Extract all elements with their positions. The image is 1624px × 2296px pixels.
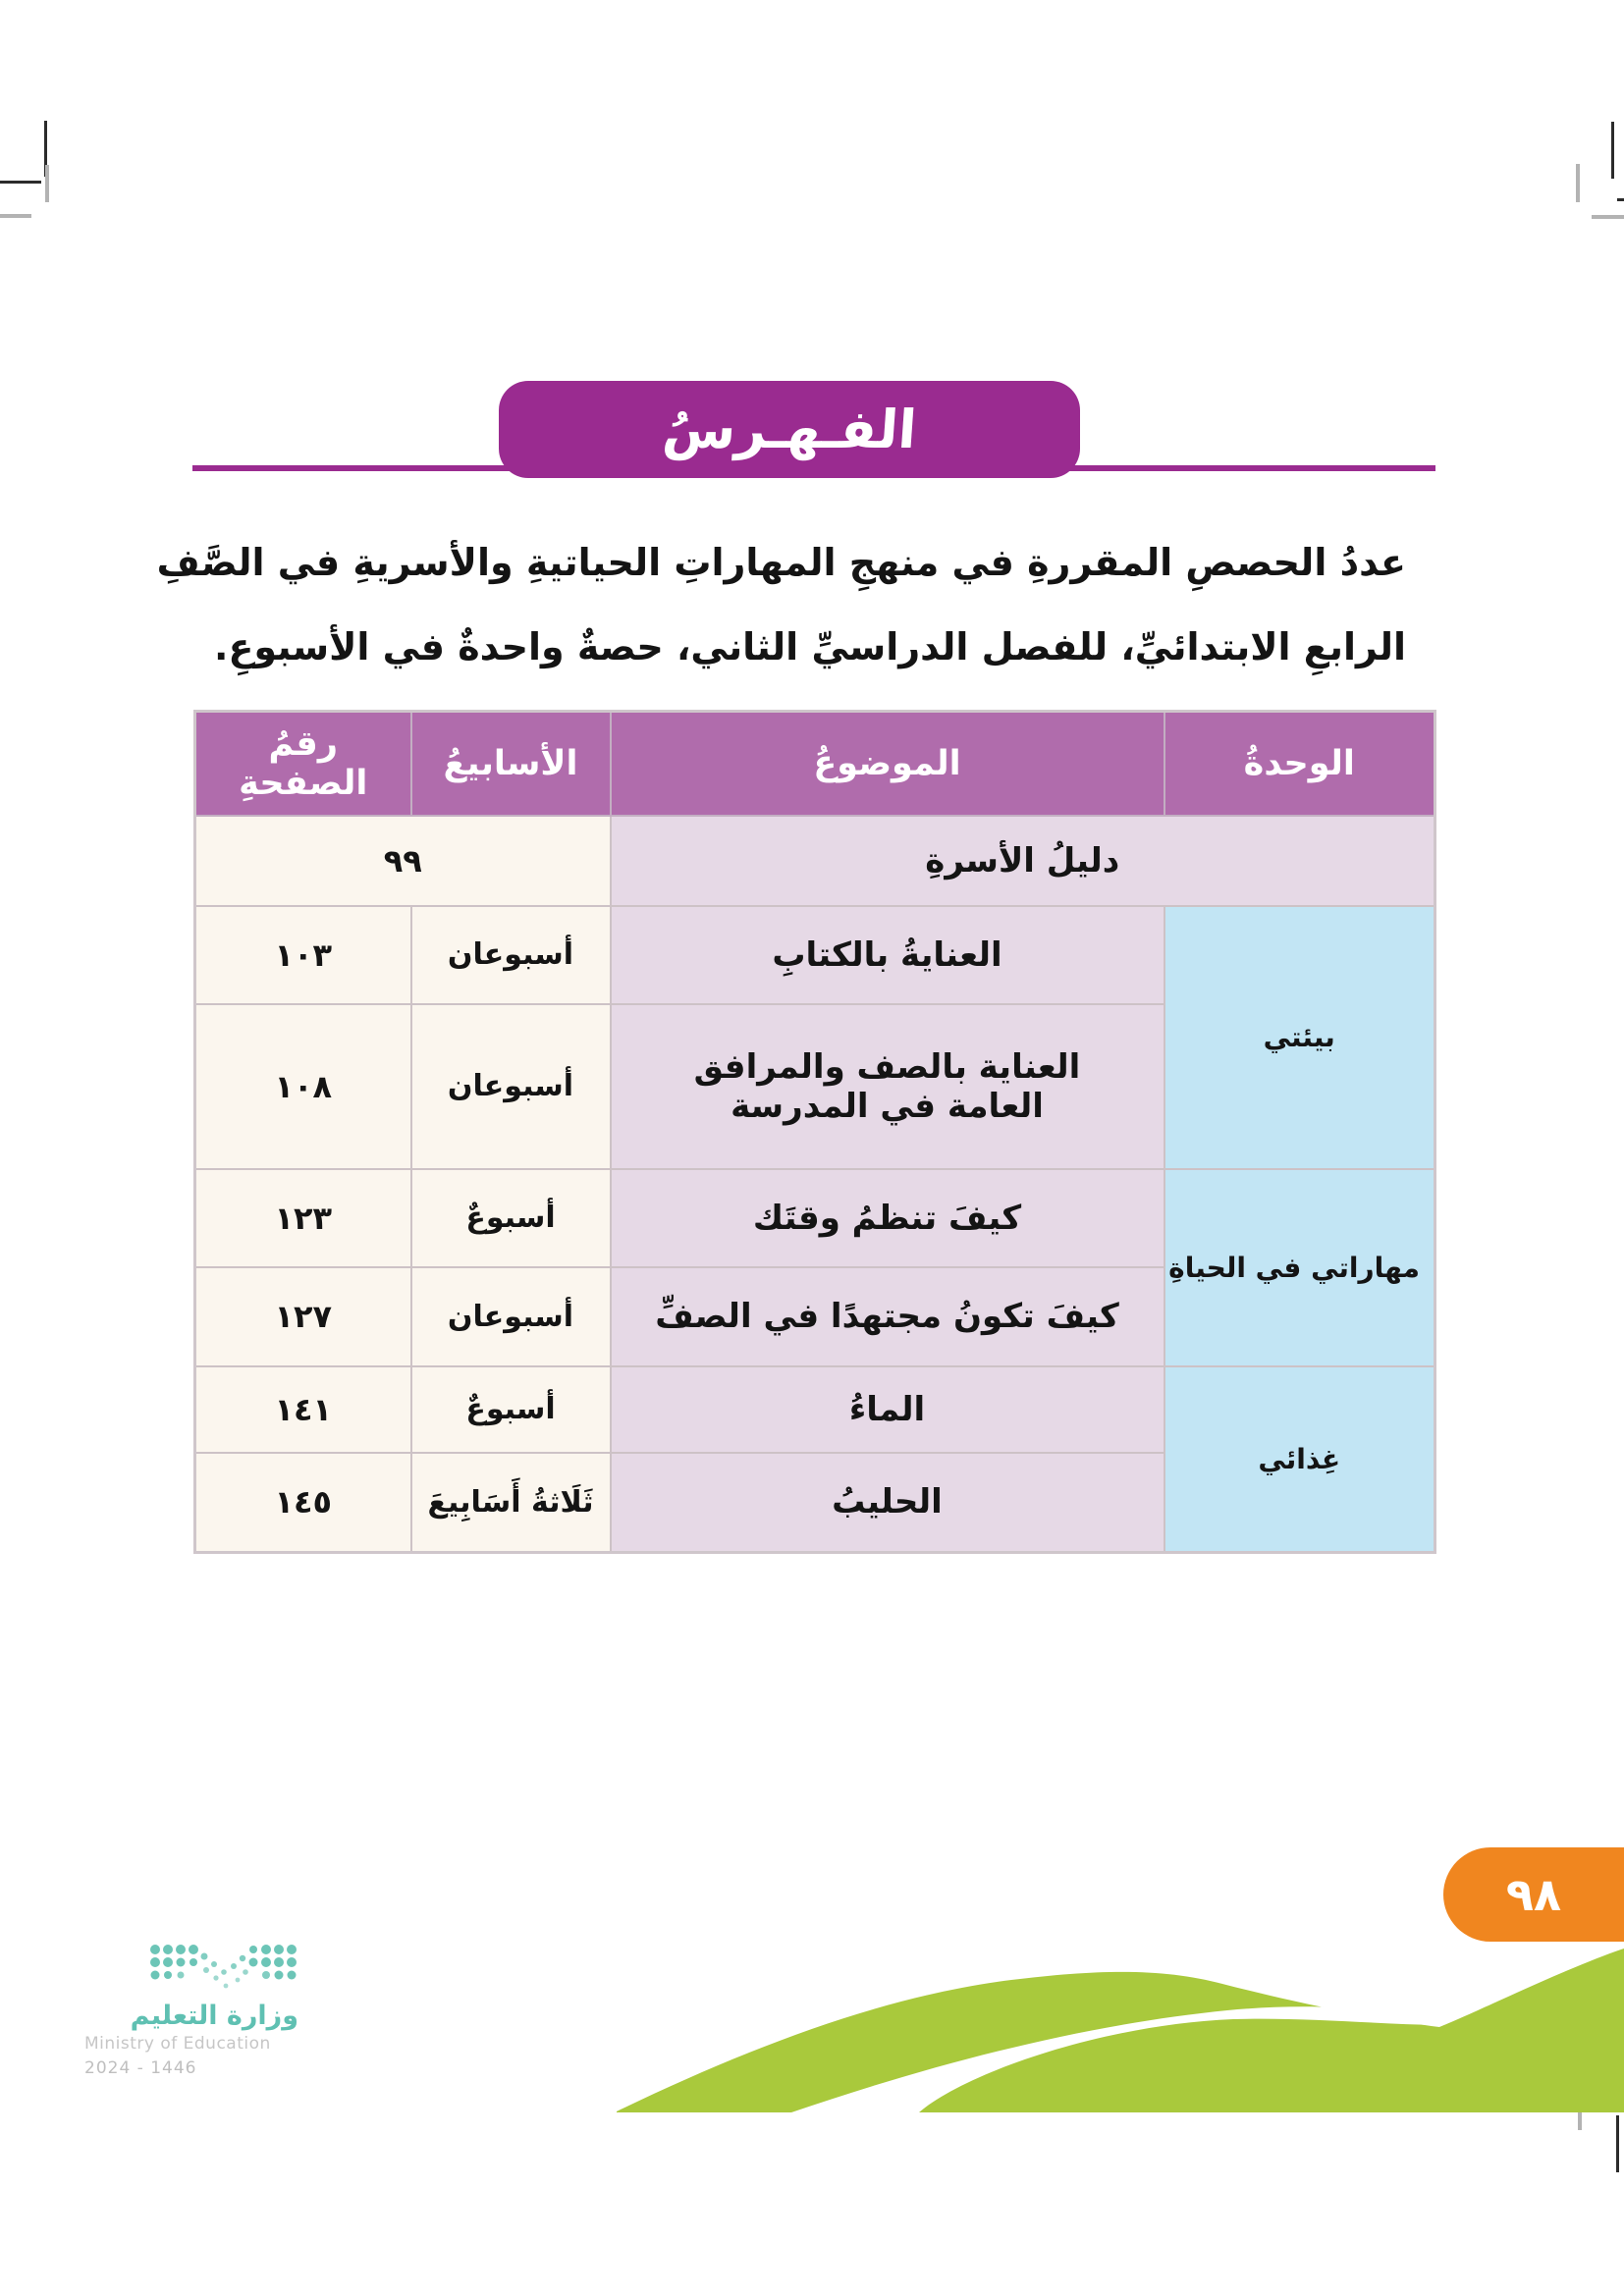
weeks-cell: أسبوعان [409, 1002, 612, 1170]
edition-years: 2024 - 1446 [84, 2058, 197, 2078]
ministry-name-arabic: وزارة التعليم [130, 2001, 298, 2031]
table-header-row: الوحدةُ الموضوعُ الأسابيعُ رقمُ الصفحةِ [193, 710, 1436, 817]
table-row-family-guide: دليلُ الأسرةِ ٩٩ [193, 814, 1436, 907]
unit-cell: غِذائي [1163, 1364, 1436, 1554]
page-title: الفـهـرسُ [660, 399, 919, 460]
page-number-badge: ٩٨ [1443, 1847, 1624, 1942]
table-row: مهاراتي في الحياةِ كيفَ تنظمُ وقتَك أسبو… [193, 1167, 1436, 1367]
page-cell: ١٠٣ [193, 904, 412, 1005]
weeks-cell: ثَلَاثةُ أَسَابِيعَ [409, 1451, 612, 1554]
page-number: ٩٨ [1505, 1868, 1562, 1921]
crop-mark-top-left-v2 [45, 165, 49, 202]
crop-mark-bottom-right-v [1616, 2115, 1619, 2172]
col-header-weeks: الأسابيعُ [409, 710, 612, 817]
intro-line-1: عددُ الحصصِ المقررةِ في منهجِ المهاراتِ … [156, 541, 1406, 584]
table-row: الحليبُ ثَلَاثةُ أَسَابِيعَ ١٤٥ [193, 1451, 1435, 1554]
crop-mark-top-right-v2 [1576, 164, 1580, 202]
table-row: كيفَ تكونُ مجتهدًا في الصفِّ أسبوعان ١٢٧ [193, 1265, 1435, 1367]
page-cell: ١٤٥ [193, 1451, 412, 1554]
ministry-logo-dots [150, 1945, 297, 1989]
page-cell: ١٢٣ [193, 1167, 412, 1268]
topic-cell: الماءُ [609, 1364, 1165, 1454]
crop-mark-top-left-h2 [0, 214, 31, 218]
topic-cell: كيفَ تكونُ مجتهدًا في الصفِّ [609, 1265, 1165, 1367]
page-cell: ١٠٨ [193, 1002, 412, 1170]
crop-mark-top-left-v [44, 121, 47, 177]
col-header-page: رقمُ الصفحةِ [193, 710, 412, 817]
topic-cell: العنايةُ بالكتابِ [609, 904, 1165, 1005]
page-cell: ١٤١ [193, 1364, 412, 1454]
contents-table: الوحدةُ الموضوعُ الأسابيعُ رقمُ الصفحةِ … [193, 710, 1436, 1554]
wave-white-swoosh [791, 2006, 1439, 2112]
page-cell: ١٢٧ [193, 1265, 412, 1367]
topic-cell: الحليبُ [609, 1451, 1165, 1554]
weeks-cell: أسبوعٌ [409, 1364, 612, 1454]
crop-mark-top-right-h2 [1592, 215, 1624, 219]
table-row: العناية بالصف والمرافق العامة في المدرسة… [193, 1002, 1435, 1170]
crop-mark-top-left-h [0, 181, 41, 184]
col-header-unit: الوحدةُ [1163, 710, 1436, 817]
topic-cell: دليلُ الأسرةِ [609, 814, 1436, 907]
topic-cell: كيفَ تنظمُ وقتَك [609, 1167, 1165, 1268]
page-cell: ٩٩ [193, 814, 612, 907]
index-title-banner: الفـهـرسُ [499, 381, 1080, 478]
unit-cell: بيئتي [1163, 904, 1436, 1170]
weeks-cell: أسبوعان [409, 1265, 612, 1367]
crop-mark-top-right-h [1617, 198, 1624, 201]
footer-wave-graphic [617, 1949, 1624, 2112]
unit-cell: مهاراتي في الحياةِ [1163, 1167, 1436, 1367]
weeks-cell: أسبوعٌ [409, 1167, 612, 1268]
col-header-topic: الموضوعُ [609, 710, 1165, 817]
table-row: بيئتي العنايةُ بالكتابِ أسبوعان ١٠٣ [193, 904, 1436, 1170]
weeks-cell: أسبوعان [409, 904, 612, 1005]
table-row: غِذائي الماءُ أسبوعٌ ١٤١ [193, 1364, 1436, 1554]
intro-line-2: الرابعِ الابتدائيِّ، للفصل الدراسيِّ الث… [214, 625, 1406, 668]
crop-mark-top-right-v [1611, 122, 1614, 179]
ministry-name-english: Ministry of Education [84, 2034, 271, 2054]
topic-cell: العناية بالصف والمرافق العامة في المدرسة [609, 1002, 1165, 1170]
